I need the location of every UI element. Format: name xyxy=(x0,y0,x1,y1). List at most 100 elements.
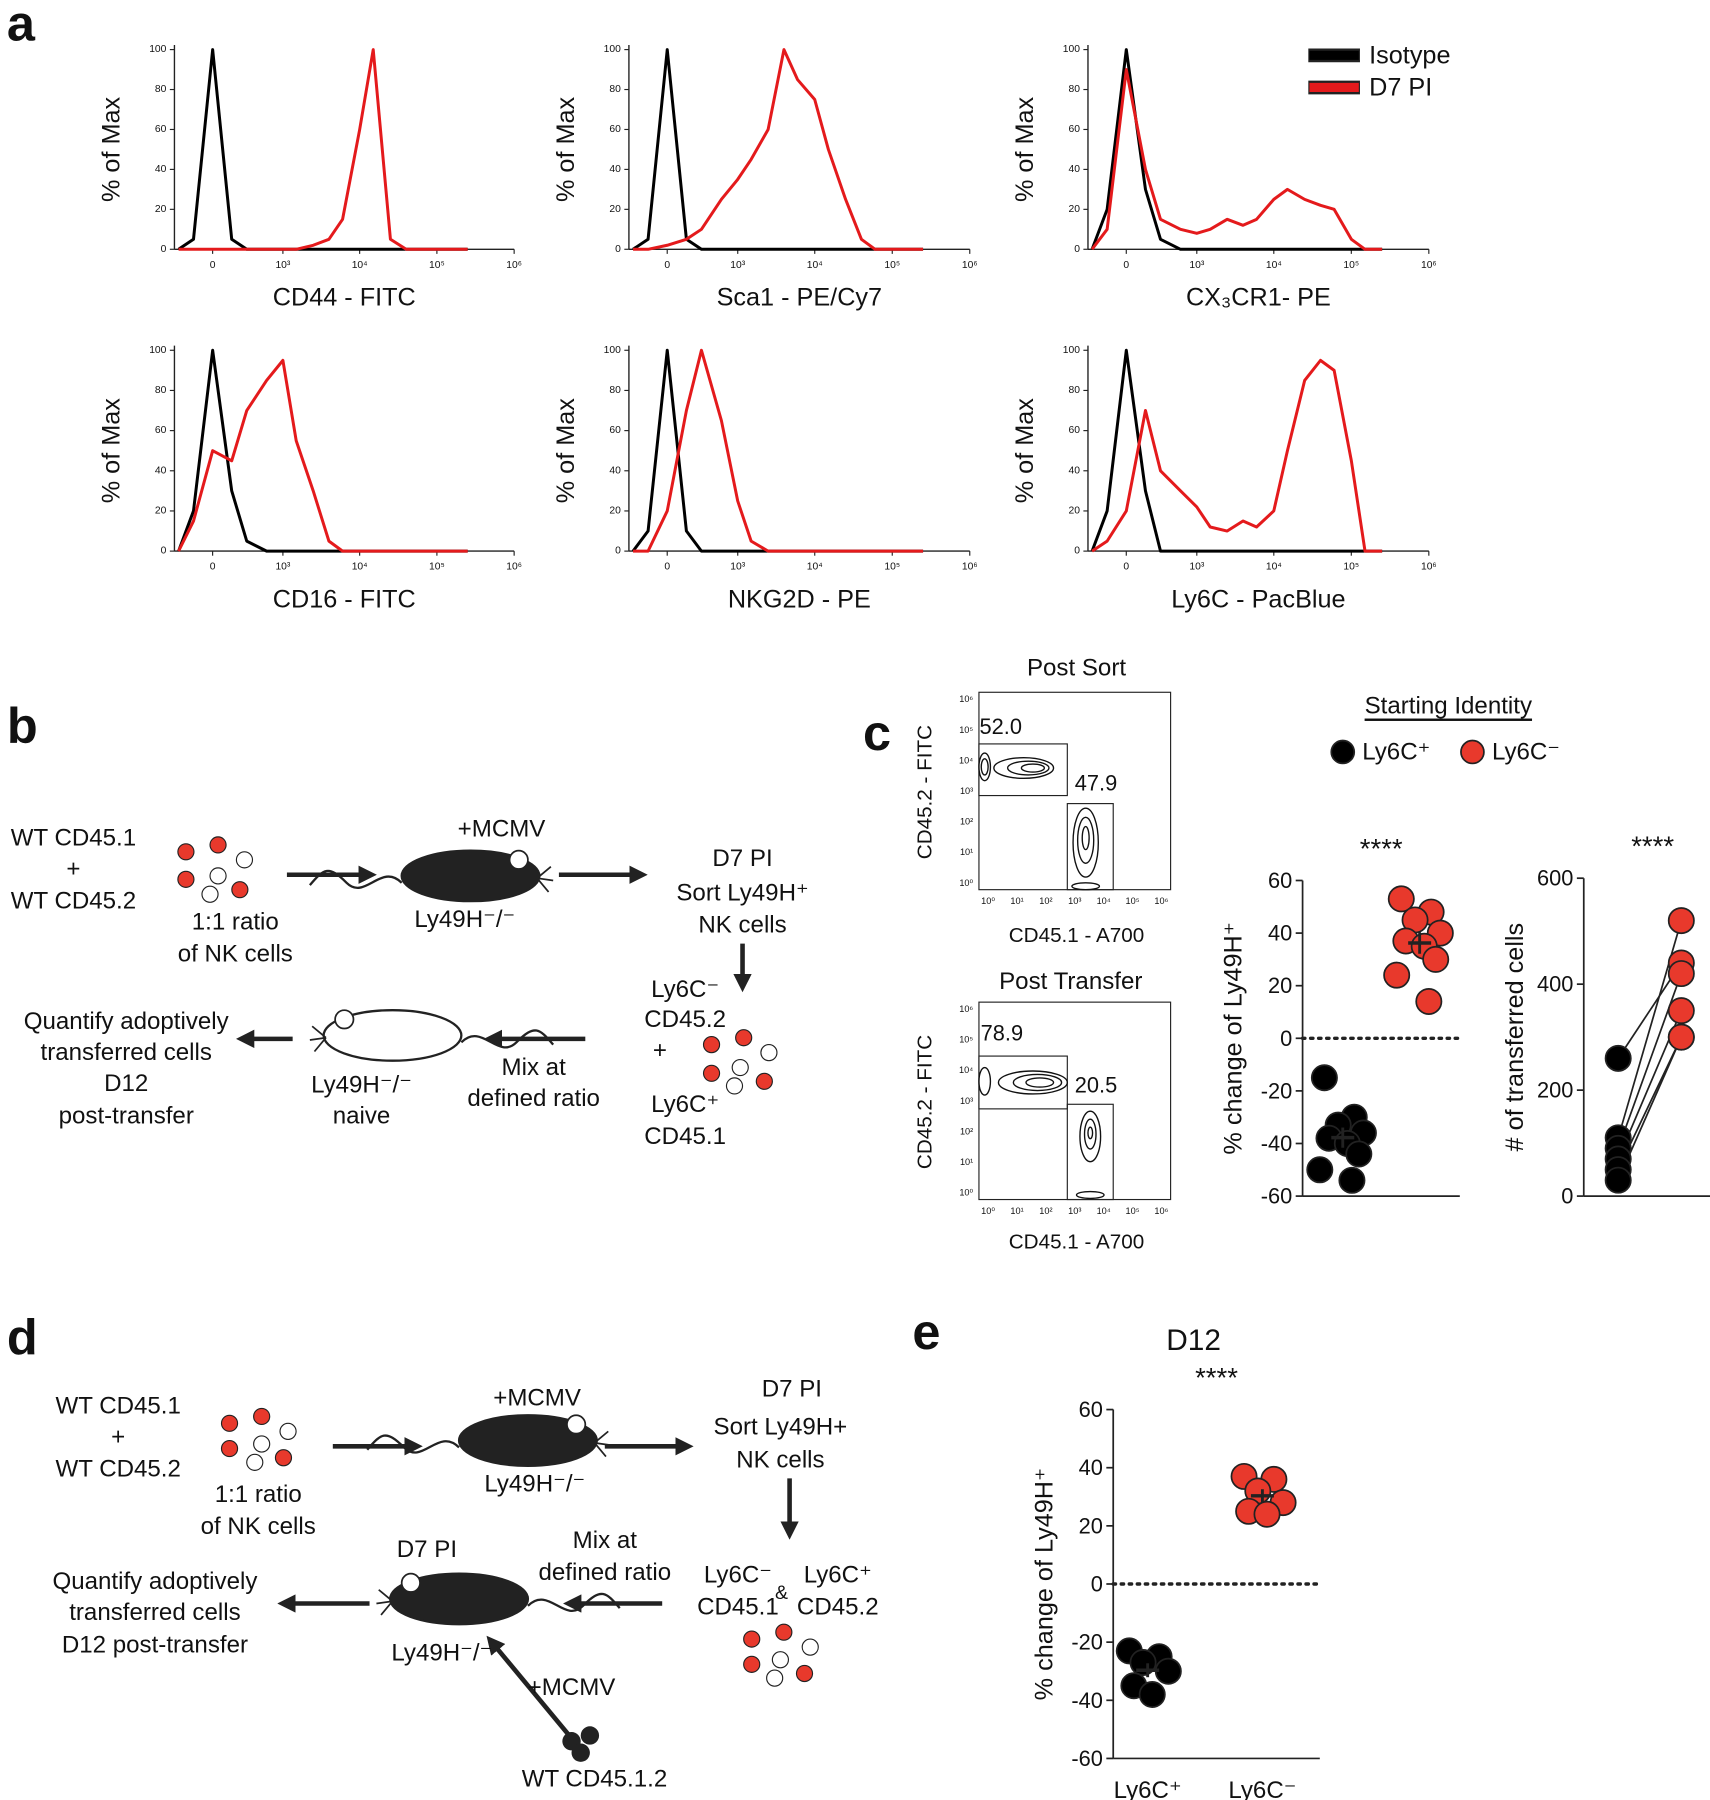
y-tick-label: 10⁶ xyxy=(959,1004,973,1014)
x-axis-label: CD44 - FITC xyxy=(273,283,416,311)
diagram-text: CD45.1 xyxy=(697,1593,779,1620)
x-tick-label: 10³ xyxy=(730,260,745,271)
y-tick-label: 80 xyxy=(155,84,167,95)
y-tick-label: 10⁴ xyxy=(959,755,973,765)
y-tick-label: 80 xyxy=(155,385,167,396)
x-tick-label: 10¹ xyxy=(1010,896,1023,906)
x-tick-label: 0 xyxy=(1123,260,1129,271)
y-tick-label: 100 xyxy=(149,345,166,356)
diagram-text: WT CD45.1.2 xyxy=(522,1766,668,1793)
gate-label: 47.9 xyxy=(1075,770,1117,795)
significance: **** xyxy=(1360,833,1403,864)
diagram-text: post-transfer xyxy=(59,1102,194,1129)
x-tick-label: 10³ xyxy=(275,562,290,573)
diagram-text: Ly49H⁻/⁻ xyxy=(391,1639,492,1666)
x-tick-label: 10⁵ xyxy=(1126,1206,1140,1216)
legend-label: Ly6C⁺ xyxy=(1362,738,1430,765)
diagram-text: WT CD45.2 xyxy=(11,888,136,915)
plot-title: Post Transfer xyxy=(999,968,1142,995)
x-axis-label: Sca1 - PE/Cy7 xyxy=(717,283,882,311)
y-tick-label: 200 xyxy=(1537,1078,1573,1103)
panel-label: b xyxy=(7,697,38,754)
cell-icon xyxy=(743,1630,761,1648)
diagram-text: CD45.1 xyxy=(644,1123,726,1150)
histogram-line xyxy=(1090,68,1383,251)
panel-label: d xyxy=(7,1309,38,1366)
contour xyxy=(978,1066,1105,1200)
y-tick-label: 20 xyxy=(155,204,167,215)
diagram-d: WT CD45.1 + WT CD45.2 1:1 ratio of NK ce… xyxy=(52,1375,878,1792)
x-tick-label: Ly6C⁺ xyxy=(1114,1777,1182,1800)
diagram-text: Sort Ly49H+ xyxy=(714,1413,848,1440)
data-point xyxy=(1253,1500,1281,1528)
data-point xyxy=(1667,907,1695,935)
legend-marker xyxy=(1330,739,1356,765)
x-axis-label: CD45.1 - A700 xyxy=(1009,1231,1144,1254)
significance: **** xyxy=(1195,1362,1238,1393)
y-tick-label: 0 xyxy=(615,546,621,557)
x-tick-label: 10⁵ xyxy=(1126,896,1140,906)
x-tick-label: 10⁴ xyxy=(1097,1206,1111,1216)
x-axis-label: CD16 - FITC xyxy=(273,585,416,613)
diagram-text: CD45.2 xyxy=(797,1593,879,1620)
cell-icon xyxy=(702,1064,721,1082)
x-tick-label: 10³ xyxy=(1068,1206,1081,1216)
cell-icon xyxy=(220,1414,239,1432)
data-point xyxy=(1422,945,1450,973)
y-axis-label: % change of Ly49H⁺ xyxy=(1030,1468,1058,1701)
histogram-line xyxy=(1090,48,1383,251)
y-tick-label: 10⁴ xyxy=(959,1065,973,1075)
y-tick-label: 60 xyxy=(1068,425,1080,436)
y-tick-label: 40 xyxy=(155,164,167,175)
y-tick-label: -60 xyxy=(1071,1746,1103,1771)
chart-title: D12 xyxy=(1166,1324,1221,1357)
x-tick-label: 10⁶ xyxy=(506,260,522,271)
y-tick-label: 20 xyxy=(1068,204,1080,215)
x-tick-label: 10⁶ xyxy=(962,260,978,271)
y-tick-label: 10¹ xyxy=(960,1157,973,1167)
diagram-text: 1:1 ratio xyxy=(192,908,279,935)
significance: **** xyxy=(1631,831,1674,862)
diagram-text: Sort Ly49H⁺ xyxy=(676,880,808,907)
y-tick-label: -40 xyxy=(1071,1688,1103,1713)
diagram-text: +MCMV xyxy=(528,1674,616,1701)
data-point xyxy=(1310,1064,1338,1092)
x-tick-label: 10³ xyxy=(1068,896,1081,906)
y-axis-label: % of Max xyxy=(552,398,580,504)
y-tick-label: -20 xyxy=(1261,1078,1293,1103)
diagram-text: Mix at xyxy=(573,1527,638,1554)
y-tick-label: 10² xyxy=(960,1126,973,1136)
x-axis-label: NKG2D - PE xyxy=(728,585,871,613)
y-axis-label: % of Max xyxy=(552,96,580,202)
x-tick-label: 10⁵ xyxy=(1343,260,1359,271)
data-point xyxy=(1667,1023,1695,1051)
y-tick-label: 10⁵ xyxy=(959,1035,973,1045)
mouse-icon xyxy=(366,1414,612,1467)
histogram-line xyxy=(633,48,924,251)
gate-label: 52.0 xyxy=(980,714,1022,739)
y-tick-label: 100 xyxy=(1063,44,1080,55)
cell-icon xyxy=(201,885,219,903)
x-tick-label: 10⁶ xyxy=(1421,562,1437,573)
y-tick-label: 20 xyxy=(1079,1513,1103,1538)
panel-label: e xyxy=(912,1303,940,1360)
y-tick-label: 20 xyxy=(609,204,621,215)
cell-icon xyxy=(209,836,227,854)
diagram-text: D12 post-transfer xyxy=(62,1631,248,1658)
cell-icon xyxy=(274,1449,293,1467)
cell-icon xyxy=(735,1029,753,1047)
y-tick-label: 40 xyxy=(1268,921,1292,946)
cell-icon xyxy=(771,1651,790,1669)
y-tick-label: -40 xyxy=(1261,1131,1293,1156)
diagram-text: Ly6C⁺ xyxy=(804,1561,872,1588)
diagram-text: D7 PI xyxy=(397,1536,457,1563)
y-tick-label: 10⁵ xyxy=(959,725,973,735)
data-point xyxy=(1338,1166,1366,1194)
diagram-text: CD45.2 xyxy=(644,1006,726,1033)
x-tick-label: 10² xyxy=(1039,1206,1052,1216)
x-tick-label: 10³ xyxy=(275,260,290,271)
flow-plot: Post Sort CD45.2 - FITC CD45.1 - A700 52… xyxy=(914,655,1172,947)
y-tick-label: 10⁰ xyxy=(959,1188,973,1198)
diagram-text: D12 xyxy=(104,1070,148,1097)
